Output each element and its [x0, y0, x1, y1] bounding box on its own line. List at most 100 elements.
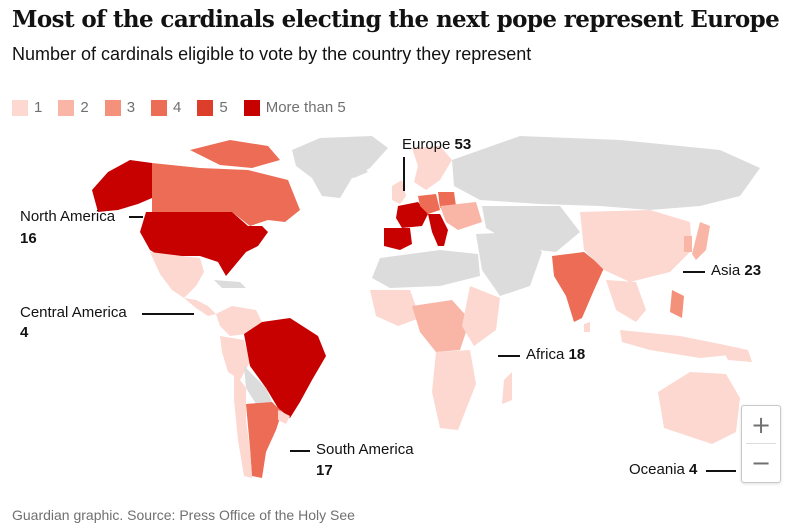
country-southeast-asia[interactable]: [606, 280, 646, 322]
region-count: 17: [316, 462, 333, 479]
region-name: Asia: [711, 262, 741, 279]
region-label-south-america: South America: [316, 441, 414, 458]
country-sri-lanka[interactable]: [584, 322, 590, 332]
legend-item-1: 1: [12, 99, 42, 116]
country-peru[interactable]: [220, 336, 250, 380]
country-iceland[interactable]: [344, 165, 368, 178]
chart-subtitle: Number of cardinals eligible to vote by …: [12, 44, 532, 64]
legend-item-3: 3: [104, 99, 136, 116]
country-poland[interactable]: [438, 192, 456, 208]
region-count: 4: [689, 461, 698, 478]
leader-line-south-america: [290, 450, 310, 452]
region-name: Africa: [526, 346, 565, 363]
country-greenland[interactable]: [292, 136, 388, 198]
country-southern-africa[interactable]: [432, 350, 476, 430]
region-name: Central America: [20, 304, 127, 321]
region-count: 23: [744, 262, 762, 279]
leader-line-oceania: [706, 470, 736, 472]
region-name: Europe: [402, 136, 451, 153]
region-label-europe: Europe 53: [402, 136, 471, 153]
country-australia[interactable]: [658, 372, 740, 444]
country-madagascar[interactable]: [502, 372, 512, 404]
country-central-africa[interactable]: [412, 300, 470, 352]
legend-label: 5: [219, 99, 228, 116]
country-eastern-europe[interactable]: [440, 202, 482, 230]
region-count-north-america: 16: [20, 230, 37, 247]
country-chile[interactable]: [234, 372, 252, 478]
leader-line-central-america: [142, 313, 194, 315]
legend-label: 4: [173, 99, 182, 116]
region-count: 53: [454, 136, 472, 153]
chart-title: Most of the cardinals electing the next …: [12, 6, 780, 33]
country-korea[interactable]: [684, 236, 692, 252]
country-china[interactable]: [580, 210, 692, 282]
legend-label: 2: [80, 99, 89, 116]
legend-label: More than 5: [265, 99, 346, 116]
country-mexico[interactable]: [150, 252, 204, 298]
country-caribbean[interactable]: [214, 280, 246, 288]
country-colombia-venezuela[interactable]: [216, 306, 262, 336]
legend-swatch: [104, 99, 121, 116]
legend-item-5: 5: [197, 99, 228, 116]
region-label-north-america: North America: [20, 208, 115, 225]
country-brazil[interactable]: [244, 318, 326, 418]
legend-label: 1: [34, 99, 43, 116]
country-spain[interactable]: [384, 228, 412, 250]
region-label-africa: Africa 18: [526, 346, 585, 363]
legend-item-2: 2: [58, 99, 89, 116]
leader-line-europe: [403, 157, 405, 191]
country-argentina[interactable]: [246, 402, 282, 478]
legend-item-more-than-5: More than 5: [243, 99, 346, 116]
legend-label: 3: [126, 99, 136, 116]
country-west-africa[interactable]: [370, 290, 420, 326]
country-italy[interactable]: [428, 214, 448, 246]
legend: 1 2 3 4 5 More than 5: [12, 99, 362, 116]
region-name: North America: [20, 208, 116, 225]
arctic-islands[interactable]: [190, 140, 280, 168]
zoom-divider: [746, 443, 776, 444]
region-label-central-america: Central America: [20, 304, 127, 321]
country-germany[interactable]: [418, 194, 440, 214]
country-canada[interactable]: [152, 163, 300, 226]
country-papua-new-guinea[interactable]: [720, 344, 752, 362]
region-count: 18: [568, 346, 586, 363]
country-usa[interactable]: [140, 212, 268, 276]
region-label-asia: Asia 23: [711, 262, 761, 279]
country-uruguay[interactable]: [278, 410, 290, 424]
region-count: 4: [20, 324, 29, 341]
country-alaska[interactable]: [92, 160, 152, 212]
world-map[interactable]: [0, 128, 800, 500]
country-japan[interactable]: [692, 222, 710, 260]
zoom-control: + −: [741, 405, 781, 483]
zoom-out-button[interactable]: −: [750, 448, 772, 477]
legend-swatch: [12, 99, 28, 116]
region-count: 16: [20, 230, 37, 247]
country-philippines[interactable]: [670, 290, 684, 318]
legend-swatch: [151, 99, 168, 116]
region-count-south-america: 17: [316, 462, 333, 479]
country-france[interactable]: [396, 202, 428, 228]
leader-line-asia: [683, 271, 705, 273]
region-count-central-america: 4: [20, 324, 28, 341]
country-india[interactable]: [552, 252, 604, 322]
leader-line-north-america: [129, 216, 143, 218]
legend-item-4: 4: [151, 99, 181, 116]
country-scandinavia[interactable]: [412, 146, 452, 190]
zoom-in-button[interactable]: +: [750, 410, 772, 439]
country-bolivia[interactable]: [244, 366, 272, 404]
region-name: South America: [316, 441, 414, 458]
legend-swatch: [58, 99, 75, 116]
country-uk[interactable]: [392, 180, 406, 204]
country-russia[interactable]: [452, 136, 760, 210]
country-indonesia[interactable]: [620, 330, 740, 358]
region-label-oceania: Oceania 4: [629, 461, 697, 478]
country-east-africa[interactable]: [462, 286, 500, 346]
country-central-america[interactable]: [184, 298, 216, 316]
leader-line-africa: [498, 355, 520, 357]
source-credit: Guardian graphic. Source: Press Office o…: [12, 507, 355, 523]
legend-swatch: [197, 99, 214, 116]
country-central-asia[interactable]: [482, 206, 580, 252]
region-name: Oceania: [629, 461, 685, 478]
country-north-africa[interactable]: [372, 250, 480, 288]
legend-swatch: [243, 99, 260, 116]
